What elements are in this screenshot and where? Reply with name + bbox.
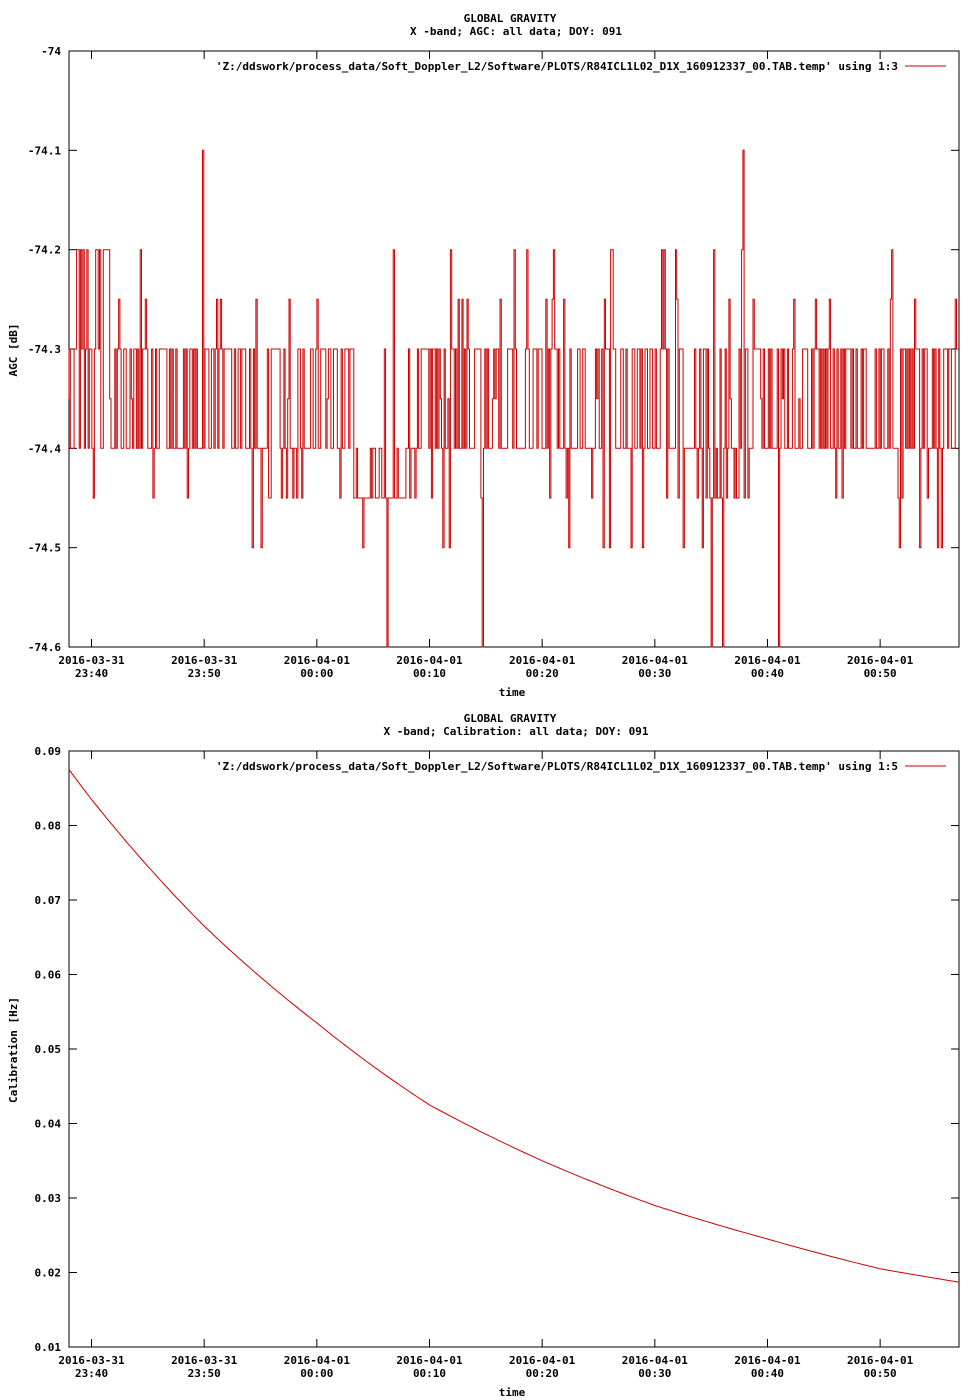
calibration-x-tick-time: 00:00 bbox=[300, 1367, 333, 1380]
calibration-x-tick-time: 00:10 bbox=[413, 1367, 446, 1380]
calibration-x-axis-label: time bbox=[499, 1386, 526, 1399]
agc-y-tick-label: -74.4 bbox=[28, 442, 61, 455]
calibration-x-tick-time: 00:30 bbox=[638, 1367, 671, 1380]
calibration-y-tick-label: 0.05 bbox=[35, 1043, 62, 1056]
agc-chart-subtitle: X -band; AGC: all data; DOY: 091 bbox=[410, 25, 622, 38]
agc-x-axis: 2016-03-3123:402016-03-3123:502016-04-01… bbox=[58, 51, 914, 680]
agc-y-tick-label: -74.1 bbox=[28, 144, 61, 157]
calibration-x-tick-date: 2016-04-01 bbox=[847, 1354, 914, 1367]
calibration-series-line bbox=[68, 769, 960, 1283]
agc-x-tick-time: 23:50 bbox=[188, 667, 221, 680]
calibration-y-tick-label: 0.02 bbox=[35, 1267, 62, 1280]
calibration-y-tick-label: 0.09 bbox=[35, 745, 62, 758]
calibration-x-tick-date: 2016-03-31 bbox=[171, 1354, 238, 1367]
agc-legend-label: 'Z:/ddswork/process_data/Soft_Doppler_L2… bbox=[216, 60, 898, 73]
agc-x-tick-date: 2016-03-31 bbox=[171, 654, 238, 667]
agc-x-tick-time: 00:40 bbox=[751, 667, 784, 680]
agc-x-tick-date: 2016-03-31 bbox=[58, 654, 125, 667]
calibration-x-tick-date: 2016-04-01 bbox=[622, 1354, 689, 1367]
calibration-x-axis: 2016-03-3123:402016-03-3123:502016-04-01… bbox=[58, 751, 914, 1380]
calibration-x-tick-time: 00:40 bbox=[751, 1367, 784, 1380]
agc-y-tick-label: -74.6 bbox=[28, 641, 61, 654]
agc-y-tick-label: -74.3 bbox=[28, 343, 61, 356]
calibration-x-tick-time: 00:20 bbox=[526, 1367, 559, 1380]
agc-y-tick-label: -74.5 bbox=[28, 542, 61, 555]
agc-x-tick-date: 2016-04-01 bbox=[509, 654, 576, 667]
agc-x-tick-time: 23:40 bbox=[75, 667, 108, 680]
agc-x-tick-date: 2016-04-01 bbox=[847, 654, 914, 667]
calibration-x-tick-date: 2016-04-01 bbox=[734, 1354, 801, 1367]
agc-x-tick-time: 00:30 bbox=[638, 667, 671, 680]
calibration-x-tick-date: 2016-04-01 bbox=[284, 1354, 351, 1367]
agc-x-tick-time: 00:00 bbox=[300, 667, 333, 680]
calibration-plot-frame bbox=[68, 750, 960, 1348]
agc-x-tick-date: 2016-04-01 bbox=[622, 654, 689, 667]
agc-y-axis-label: AGC [dB] bbox=[7, 324, 20, 377]
calibration-x-tick-time: 23:50 bbox=[188, 1367, 221, 1380]
calibration-y-tick-label: 0.03 bbox=[35, 1192, 62, 1205]
agc-chart-title: GLOBAL GRAVITY bbox=[464, 12, 557, 25]
agc-y-tick-label: -74.2 bbox=[28, 244, 61, 257]
calibration-x-tick-date: 2016-04-01 bbox=[396, 1354, 463, 1367]
calibration-x-tick-date: 2016-04-01 bbox=[509, 1354, 576, 1367]
calibration-y-tick-label: 0.06 bbox=[35, 969, 62, 982]
agc-x-tick-date: 2016-04-01 bbox=[284, 654, 351, 667]
agc-series-line bbox=[68, 149, 959, 648]
agc-chart: GLOBAL GRAVITY X -band; AGC: all data; D… bbox=[7, 12, 960, 699]
agc-x-axis-label: time bbox=[499, 686, 526, 699]
calibration-x-tick-date: 2016-03-31 bbox=[58, 1354, 125, 1367]
calibration-y-tick-label: 0.04 bbox=[35, 1118, 62, 1131]
calibration-legend-label: 'Z:/ddswork/process_data/Soft_Doppler_L2… bbox=[216, 760, 898, 773]
agc-x-tick-time: 00:50 bbox=[864, 667, 897, 680]
agc-x-tick-time: 00:10 bbox=[413, 667, 446, 680]
calibration-y-axis-label: Calibration [Hz] bbox=[7, 997, 20, 1103]
calibration-chart-subtitle: X -band; Calibration: all data; DOY: 091 bbox=[384, 725, 649, 738]
calibration-y-tick-label: 0.07 bbox=[35, 894, 62, 907]
calibration-y-tick-label: 0.08 bbox=[35, 820, 62, 833]
agc-x-tick-date: 2016-04-01 bbox=[396, 654, 463, 667]
agc-x-tick-date: 2016-04-01 bbox=[734, 654, 801, 667]
calibration-chart-title: GLOBAL GRAVITY bbox=[464, 712, 557, 725]
calibration-x-tick-time: 00:50 bbox=[864, 1367, 897, 1380]
agc-x-tick-time: 00:20 bbox=[526, 667, 559, 680]
calibration-y-tick-label: 0.01 bbox=[35, 1341, 62, 1354]
calibration-x-tick-time: 23:40 bbox=[75, 1367, 108, 1380]
agc-y-tick-label: -74 bbox=[41, 45, 61, 58]
calibration-chart: GLOBAL GRAVITY X -band; Calibration: all… bbox=[7, 712, 960, 1399]
calibration-y-axis: 0.09 0.08 0.07 0.06 0.05 0.04 0.03 0.02 0.01 bbox=[35, 745, 959, 1354]
